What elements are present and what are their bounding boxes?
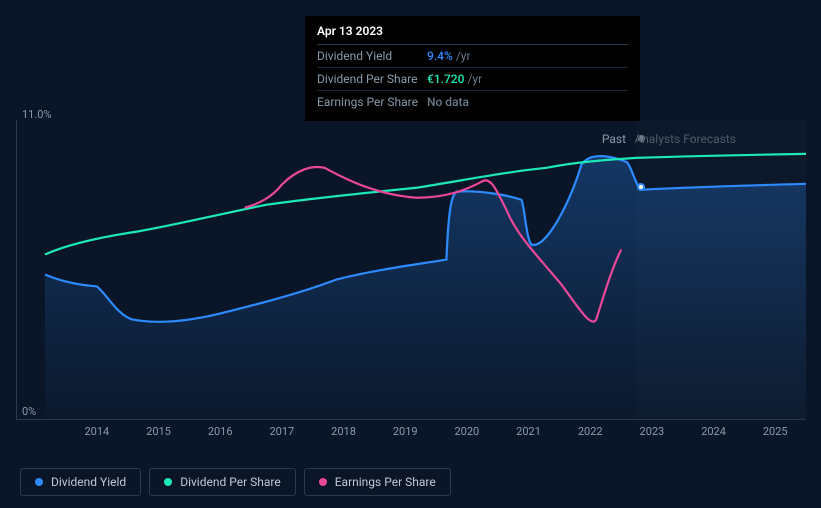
chart-tooltip: Apr 13 2023 Dividend Yield9.4%/yrDividen… [305, 16, 640, 121]
legend-item[interactable]: Dividend Per Share [149, 468, 296, 496]
legend-dot [164, 478, 172, 486]
chart-legend: Dividend Yield Dividend Per Share Earnings… [20, 468, 451, 496]
plot-area[interactable] [16, 120, 806, 420]
x-tick: 2021 [498, 425, 560, 438]
legend-label: Dividend Per Share [180, 475, 281, 489]
legend-dot [319, 478, 327, 486]
hover-marker [637, 183, 645, 191]
legend-item[interactable]: Earnings Per Share [304, 468, 451, 496]
dividend-chart: 11.0% 0% Past Analysts Forecasts 2014201… [16, 100, 806, 460]
dividend-yield-area [45, 156, 806, 419]
x-tick: 2020 [436, 425, 498, 438]
tooltip-label: Dividend Per Share [317, 72, 427, 86]
legend-item[interactable]: Dividend Yield [20, 468, 141, 496]
x-tick: 2019 [374, 425, 436, 438]
x-tick: 2017 [251, 425, 313, 438]
tooltip-row: Dividend Yield9.4%/yr [317, 45, 628, 68]
x-tick: 2023 [621, 425, 683, 438]
x-tick: 2015 [128, 425, 190, 438]
tooltip-value: No data [427, 95, 469, 109]
x-tick: 2016 [189, 425, 251, 438]
x-tick: 2014 [66, 425, 128, 438]
tooltip-unit: /yr [456, 49, 471, 63]
legend-label: Dividend Yield [51, 475, 126, 489]
tooltip-label: Dividend Yield [317, 49, 427, 63]
tooltip-label: Earnings Per Share [317, 95, 427, 109]
x-tick: 2018 [313, 425, 375, 438]
x-tick: 2025 [744, 425, 806, 438]
legend-label: Earnings Per Share [335, 475, 436, 489]
tooltip-date: Apr 13 2023 [317, 24, 628, 45]
x-tick: 2022 [559, 425, 621, 438]
legend-dot [35, 478, 43, 486]
x-tick: 2024 [683, 425, 745, 438]
tooltip-row: Earnings Per ShareNo data [317, 91, 628, 113]
tooltip-row: Dividend Per Share€1.720/yr [317, 68, 628, 91]
tooltip-value: €1.720 [427, 72, 464, 86]
tooltip-unit: /yr [467, 72, 482, 86]
x-axis-labels: 2014201520162017201820192020202120222023… [16, 425, 806, 438]
tooltip-value: 9.4% [427, 49, 453, 63]
